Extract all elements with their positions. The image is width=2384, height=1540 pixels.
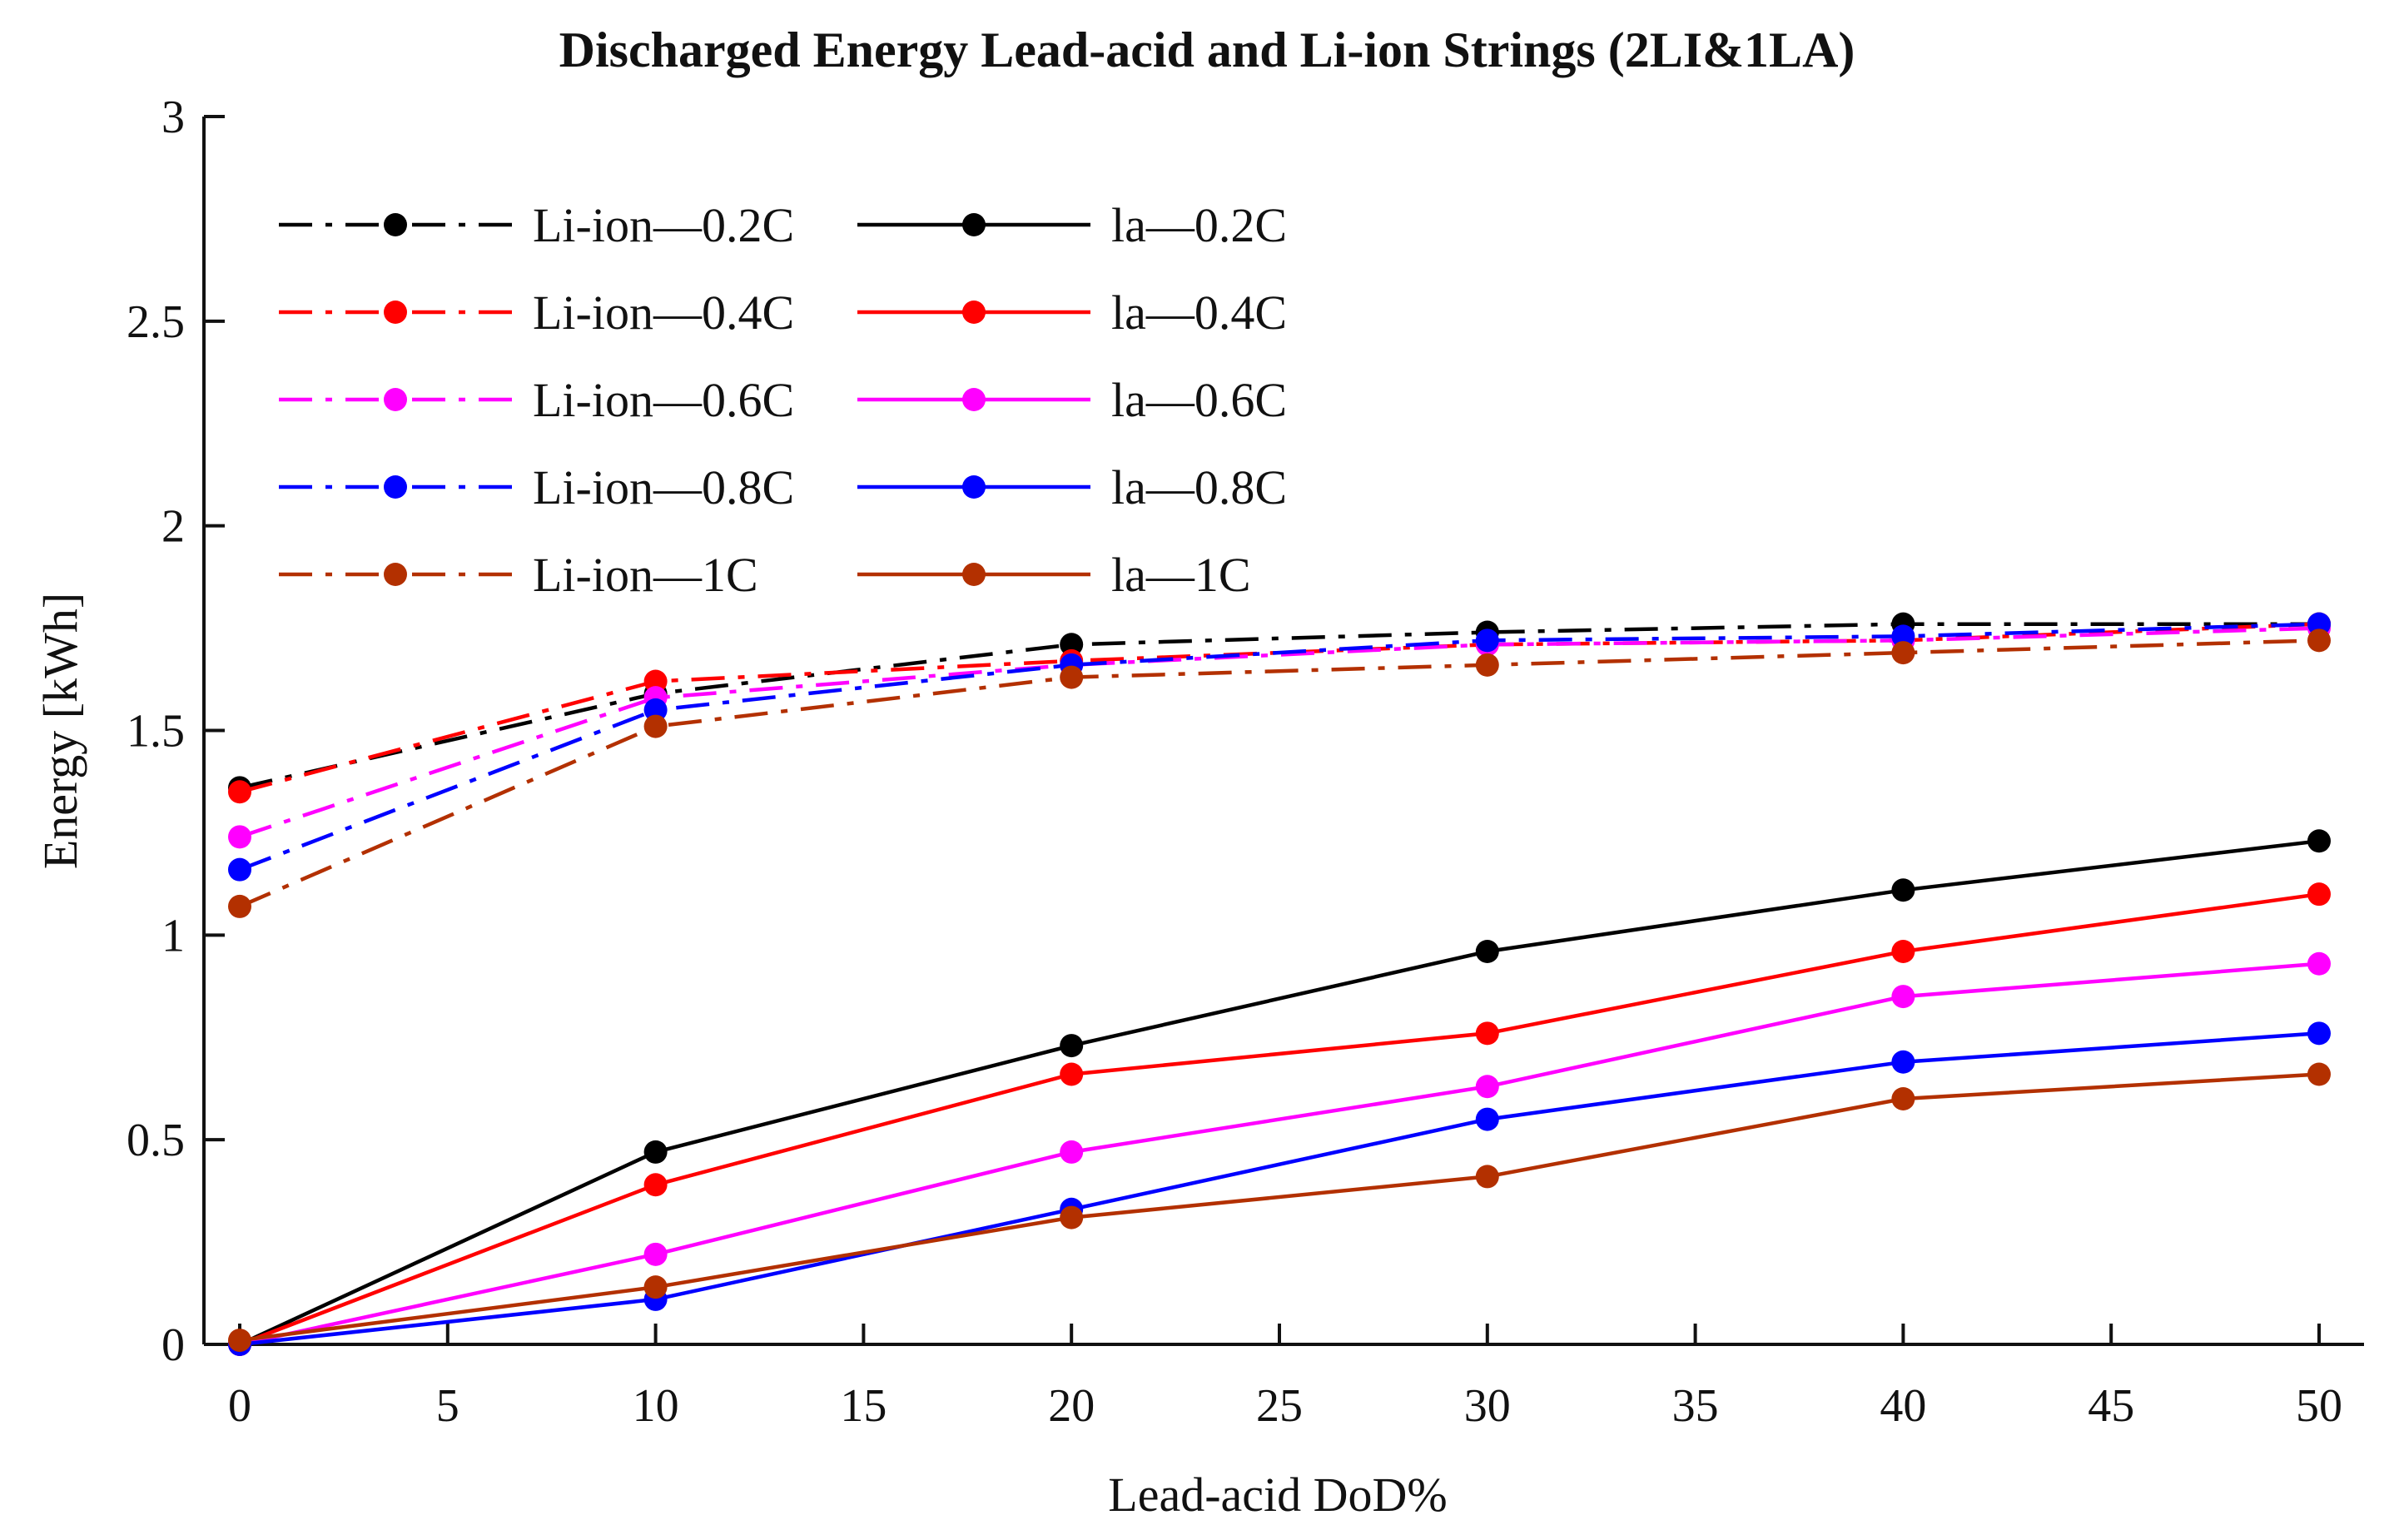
legend-label: la—0.4C xyxy=(1111,286,1287,340)
data-point xyxy=(643,714,668,738)
legend-label: la—1C xyxy=(1111,548,1251,602)
data-point xyxy=(2307,1021,2331,1046)
y-tick-label: 1 xyxy=(161,910,185,961)
x-tick-label: 10 xyxy=(633,1380,679,1432)
y-ticks: 0 0.5 1 1.5 2 2.5 3 xyxy=(127,92,225,1371)
data-point xyxy=(1891,641,1915,665)
data-point xyxy=(228,825,251,849)
legend-label: la—0.6C xyxy=(1111,373,1287,427)
data-point xyxy=(643,698,668,722)
x-tick-label: 35 xyxy=(1672,1380,1719,1432)
legend-label: la—0.2C xyxy=(1111,198,1287,252)
data-point xyxy=(1060,1205,1084,1230)
legend-marker xyxy=(384,475,407,499)
legend-marker xyxy=(384,563,407,586)
data-point xyxy=(643,1275,668,1299)
legend-marker xyxy=(384,301,407,324)
series-group xyxy=(228,628,2331,918)
x-axis-label: Lead-acid DoD% xyxy=(1108,1468,1447,1522)
x-tick-label: 20 xyxy=(1048,1380,1095,1432)
series-layer xyxy=(228,612,2331,1356)
data-point xyxy=(2307,1062,2331,1086)
legend-label: Li-ion—0.8C xyxy=(533,460,794,514)
data-point xyxy=(1475,1075,1499,1099)
data-point xyxy=(1060,633,1084,657)
y-tick-label: 1.5 xyxy=(127,706,185,758)
data-point xyxy=(1060,665,1084,689)
legend-label: la—0.8C xyxy=(1111,460,1287,514)
series-group xyxy=(228,882,2331,1356)
x-tick-label: 50 xyxy=(2296,1380,2342,1432)
y-tick-label: 0 xyxy=(161,1319,185,1371)
legend-marker xyxy=(384,388,407,411)
data-point xyxy=(1060,1034,1084,1058)
data-point xyxy=(228,780,251,804)
data-point xyxy=(2307,829,2331,853)
series-line xyxy=(239,622,2319,790)
data-point xyxy=(228,1329,251,1353)
data-point xyxy=(1475,628,1499,653)
data-point xyxy=(228,857,251,882)
legend-marker xyxy=(962,301,986,324)
data-point xyxy=(643,669,668,693)
chart-title: Discharged Energy Lead-acid and Li-ion S… xyxy=(559,22,1855,77)
data-point xyxy=(1060,1062,1084,1086)
x-tick-label: 0 xyxy=(228,1380,251,1432)
series-line xyxy=(239,1072,2320,1343)
legend-marker xyxy=(962,475,986,499)
y-tick-label: 2.5 xyxy=(127,296,185,348)
data-point xyxy=(1891,1050,1915,1074)
x-tick-label: 30 xyxy=(1464,1380,1511,1432)
data-point xyxy=(1891,624,1915,648)
data-point xyxy=(1891,878,1915,902)
series-line xyxy=(239,622,2320,872)
data-point xyxy=(2307,951,2331,976)
data-point xyxy=(1060,1140,1084,1164)
x-ticks: 0 5 10 15 20 25 30 35 40 45 50 xyxy=(228,1324,2342,1432)
legend-marker xyxy=(962,563,986,586)
series-line xyxy=(239,961,2320,1347)
legend-marker xyxy=(962,213,986,236)
legend-label: Li-ion—1C xyxy=(533,548,758,602)
y-tick-label: 2 xyxy=(161,501,185,553)
series-group xyxy=(228,1062,2331,1353)
data-point xyxy=(1891,985,1915,1009)
data-point xyxy=(1475,653,1499,677)
x-tick-label: 15 xyxy=(840,1380,887,1432)
series-line xyxy=(239,626,2320,839)
data-point xyxy=(643,1173,668,1197)
legend-label: Li-ion—0.6C xyxy=(533,373,794,427)
data-point xyxy=(1891,940,1915,963)
y-axis-label: Energy [kWh] xyxy=(33,593,87,869)
legend-marker xyxy=(384,213,407,236)
x-tick-label: 5 xyxy=(436,1380,459,1432)
data-point xyxy=(2307,882,2331,907)
legend: Li-ion—0.2C Li-ion—0.4C Li-ion—0.6C Li-ion—… xyxy=(279,198,1287,602)
series-line xyxy=(239,638,2320,908)
data-point xyxy=(643,1140,668,1164)
x-tick-label: 45 xyxy=(2088,1380,2134,1432)
legend-marker xyxy=(962,388,986,411)
x-tick-label: 25 xyxy=(1256,1380,1303,1432)
data-point xyxy=(228,894,251,918)
x-tick-label: 40 xyxy=(1880,1380,1926,1432)
y-tick-label: 3 xyxy=(161,92,185,143)
legend-label: Li-ion—0.2C xyxy=(533,198,794,252)
legend-label: Li-ion—0.4C xyxy=(533,286,794,340)
data-point xyxy=(1475,1165,1499,1189)
series-line xyxy=(239,839,2320,1347)
series-line xyxy=(239,892,2320,1347)
data-point xyxy=(1475,1107,1499,1131)
series-line xyxy=(239,1031,2320,1347)
data-point xyxy=(2307,628,2331,653)
data-point xyxy=(1891,1087,1915,1110)
data-point xyxy=(1475,940,1499,963)
data-point xyxy=(1475,1021,1499,1046)
y-tick-label: 0.5 xyxy=(127,1115,185,1166)
data-point xyxy=(643,1242,668,1266)
data-point xyxy=(2307,612,2331,636)
